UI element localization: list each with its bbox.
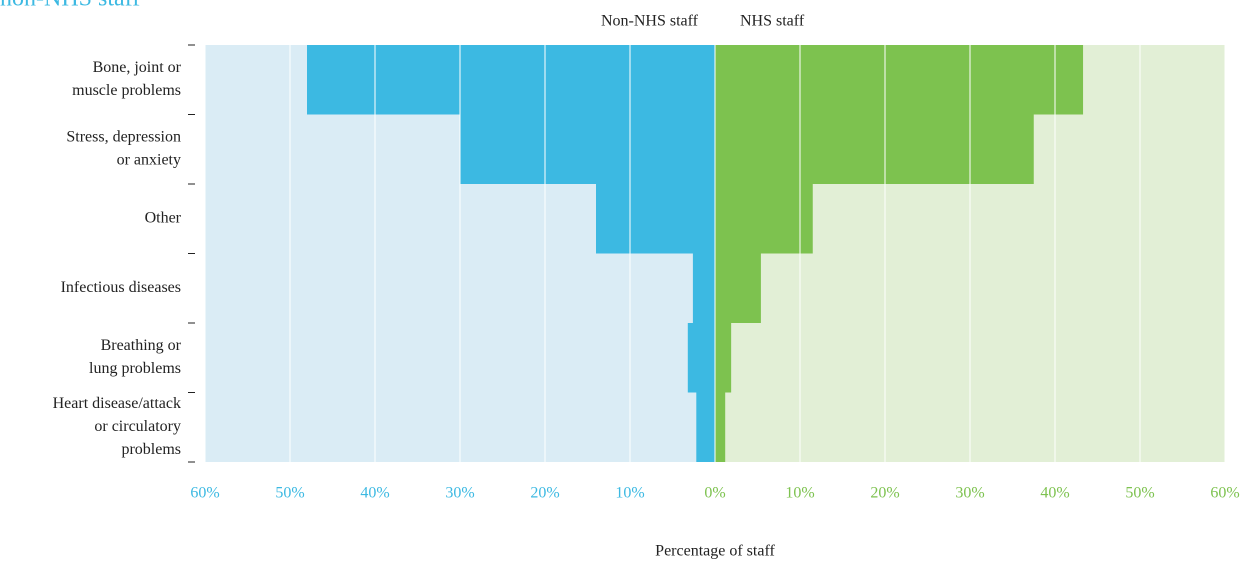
category-label: muscle problems [72, 82, 181, 99]
x-tick-label: 40% [360, 485, 389, 502]
bar [715, 184, 813, 254]
category-label: or anxiety [117, 151, 181, 168]
category-label: Stress, depression [66, 128, 181, 145]
bar [715, 253, 761, 323]
x-tick-label: 10% [785, 485, 814, 502]
bar [687, 323, 715, 393]
bar [307, 45, 715, 115]
bar [696, 392, 715, 462]
category-label: Other [145, 209, 182, 226]
bar [715, 114, 1034, 184]
category-label: problems [121, 441, 181, 458]
bar [715, 392, 726, 462]
x-tick-label: 60% [1210, 485, 1239, 502]
x-tick-label: 30% [445, 485, 474, 502]
category-label: or circulatory [94, 418, 181, 435]
x-tick-label: 50% [1125, 485, 1154, 502]
chart-title: non-NHS staff [0, 0, 140, 12]
x-tick-label: 30% [955, 485, 984, 502]
category-label: Infectious diseases [61, 279, 181, 296]
bar [715, 323, 732, 393]
legend-label: NHS staff [740, 13, 805, 30]
x-tick-label: 20% [530, 485, 559, 502]
legend-label: Non-NHS staff [601, 13, 699, 30]
category-label: Heart disease/attack [53, 395, 181, 412]
bar [715, 45, 1084, 115]
bar [460, 114, 715, 184]
x-axis-label: Percentage of staff [655, 543, 775, 560]
category-label: lung problems [89, 360, 181, 377]
x-tick-label: 0% [704, 485, 725, 502]
x-tick-label: 40% [1040, 485, 1069, 502]
bar [596, 184, 715, 254]
x-tick-label: 60% [190, 485, 219, 502]
category-label: Bone, joint or [93, 59, 182, 76]
x-tick-label: 50% [275, 485, 304, 502]
category-label: Breathing or [101, 337, 182, 354]
bar [692, 253, 715, 323]
x-tick-label: 10% [615, 485, 644, 502]
x-tick-label: 20% [870, 485, 899, 502]
